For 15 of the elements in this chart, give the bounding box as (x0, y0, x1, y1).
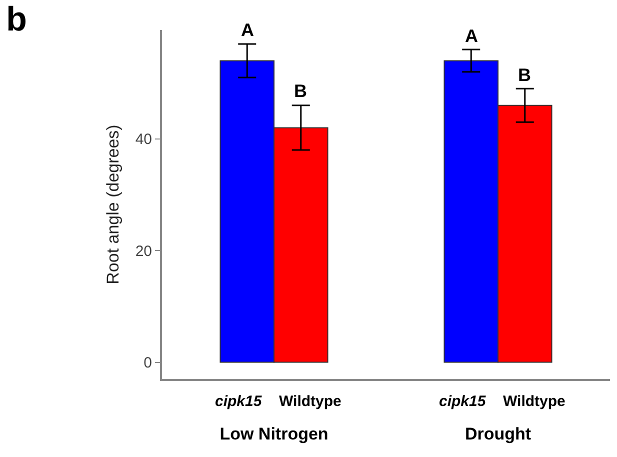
x-tick-label: Low Nitrogen (220, 424, 328, 444)
y-tick-label: 20 (135, 242, 152, 260)
text: cipk15 (215, 393, 262, 410)
data-label: A (241, 20, 254, 40)
chart-title: b (6, 0, 27, 39)
data-label: B (294, 81, 307, 101)
text: cipk15 (439, 393, 486, 410)
text: Wildtype (279, 393, 342, 410)
text: Wildtype (503, 393, 566, 410)
data-label: B (518, 65, 531, 85)
x-tick-label: Drought (464, 424, 532, 444)
y-tick-label: 40 (135, 131, 152, 148)
y-tick-label: 0 (144, 354, 152, 372)
data-label: A (465, 26, 478, 46)
y-axis-title: Root angle (degrees) (103, 124, 122, 284)
